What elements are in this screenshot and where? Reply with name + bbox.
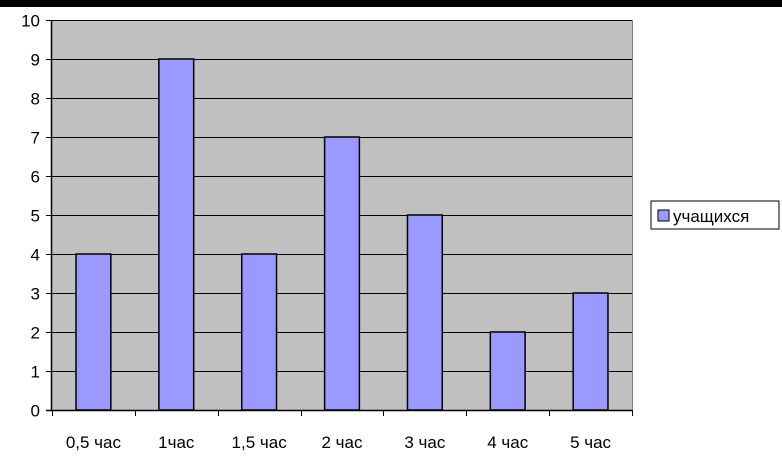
x-tick-label: 3 час <box>404 433 445 452</box>
y-tick-label: 7 <box>31 129 40 148</box>
bar <box>323 136 361 411</box>
bar <box>406 214 444 411</box>
y-tick-label: 4 <box>31 246 40 265</box>
y-tick-label: 10 <box>21 12 40 31</box>
legend: учащихся <box>650 200 780 230</box>
y-tick-label: 3 <box>31 285 40 304</box>
bar <box>75 253 112 411</box>
y-tick-label: 9 <box>31 51 40 70</box>
bar <box>158 58 195 411</box>
y-tick-labels: 0 1 2 3 4 5 6 7 8 9 10 <box>21 12 40 421</box>
legend-label: учащихся <box>673 207 749 226</box>
x-tick-label: 0,5 час <box>66 433 122 452</box>
legend-swatch <box>657 209 670 222</box>
x-tick-label: 5 час <box>570 433 611 452</box>
y-tick-label: 1 <box>31 363 40 382</box>
bar <box>572 292 609 411</box>
x-tick-label: 1,5 час <box>232 433 288 452</box>
y-tick-label: 5 <box>31 207 40 226</box>
x-tick-label: 2 час <box>322 433 363 452</box>
y-tick-label: 0 <box>31 402 40 421</box>
y-tick-label: 8 <box>31 90 40 109</box>
bars-layer <box>75 58 609 411</box>
bar <box>489 331 526 411</box>
axis-layer <box>46 20 633 416</box>
x-tick-labels: 0,5 час 1час 1,5 час 2 час 3 час 4 час 5 час <box>66 433 612 452</box>
x-tick-label: 4 час <box>487 433 528 452</box>
bar <box>240 253 278 411</box>
y-tick-label: 6 <box>31 168 40 187</box>
legend-box <box>650 200 780 230</box>
y-tick-label: 2 <box>31 324 40 343</box>
x-tick-label: 1час <box>158 433 195 452</box>
top-black-band <box>0 0 782 7</box>
